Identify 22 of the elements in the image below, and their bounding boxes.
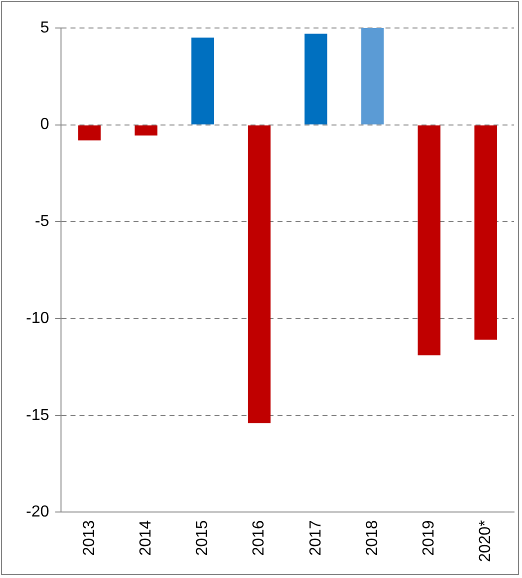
x-tick-label: 2020* xyxy=(477,520,494,562)
y-tick-label: -20 xyxy=(26,504,50,521)
x-tick-label: 2013 xyxy=(80,520,98,556)
bar xyxy=(361,28,384,124)
bar xyxy=(191,38,214,124)
y-tick-label: 5 xyxy=(40,19,50,36)
x-tick-label: 2019 xyxy=(420,520,438,556)
y-tick-label: -10 xyxy=(26,310,50,327)
x-tick-label: 2018 xyxy=(364,520,381,556)
bar xyxy=(474,125,498,340)
y-tick-label: -5 xyxy=(34,213,50,230)
y-tick-label: 0 xyxy=(40,116,50,134)
bar xyxy=(248,125,271,424)
bar xyxy=(134,125,158,136)
bar xyxy=(78,125,101,140)
x-tick-label: 2016 xyxy=(250,520,268,556)
bar xyxy=(418,125,440,356)
y-tick-label: -15 xyxy=(26,406,50,424)
x-tick-label: 2014 xyxy=(137,520,154,556)
bar xyxy=(304,34,328,124)
x-tick-label: 2015 xyxy=(194,520,212,556)
x-tick-label: 2017 xyxy=(307,520,324,556)
